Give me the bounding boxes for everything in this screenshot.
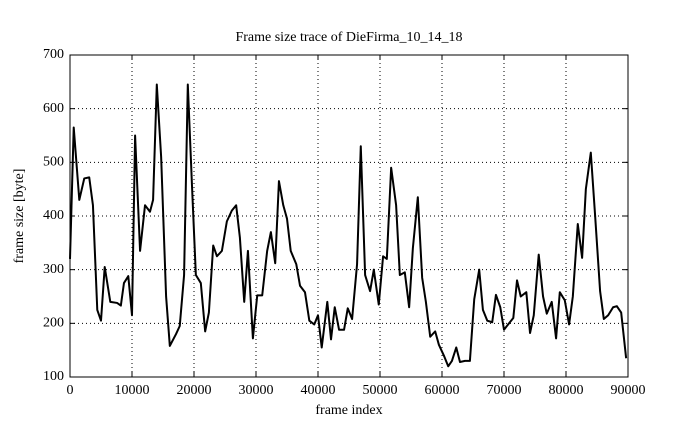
y-tick-label: 400 (43, 208, 64, 223)
x-tick-label: 0 (67, 383, 74, 398)
y-axis-label: frame size [byte] (12, 169, 27, 264)
x-tick-label: 40000 (301, 383, 336, 398)
y-tick-label: 700 (43, 47, 64, 62)
chart-title: Frame size trace of DieFirma_10_14_18 (235, 30, 462, 45)
x-tick-label: 10000 (115, 383, 150, 398)
x-tick-label: 80000 (549, 383, 584, 398)
y-tick-label: 200 (43, 316, 64, 331)
y-tick-label: 100 (43, 369, 64, 384)
y-tick-label: 500 (43, 155, 64, 170)
plot-frame (69, 54, 629, 378)
y-tick-label: 600 (43, 101, 64, 116)
line-series (69, 83, 628, 368)
x-tick-label: 70000 (487, 383, 522, 398)
x-tick-label: 30000 (239, 383, 274, 398)
x-tick-label: 50000 (363, 383, 398, 398)
x-tick-label: 90000 (611, 383, 646, 398)
x-tick-label: 20000 (177, 383, 212, 398)
x-axis-label: frame index (315, 403, 382, 418)
y-tick-label: 300 (43, 262, 64, 277)
x-tick-label: 60000 (425, 383, 460, 398)
